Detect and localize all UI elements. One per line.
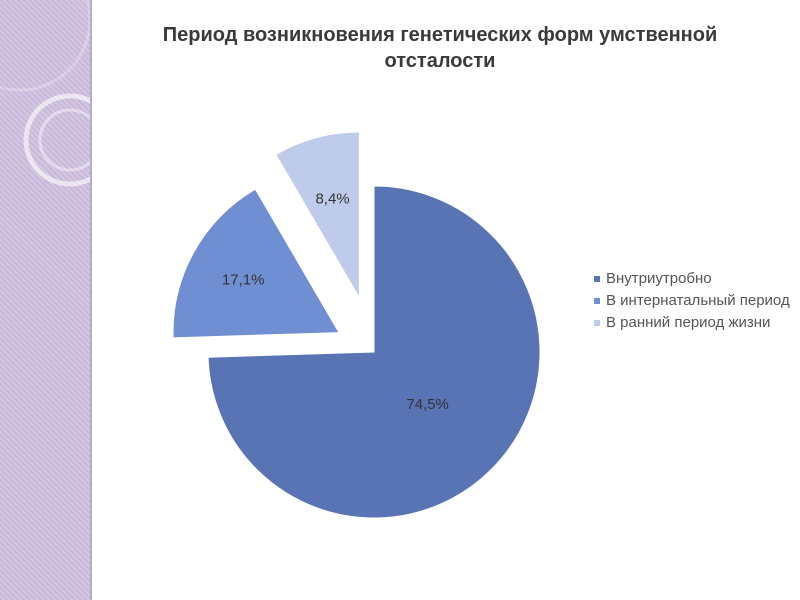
pie-slice-3 <box>275 131 360 300</box>
pie-slice-label-3: 8,4% <box>315 191 349 208</box>
legend-item-2: В интернатальный период <box>594 292 794 310</box>
legend-label-2: В интернатальный период <box>606 292 790 309</box>
sidebar-rings-decoration <box>0 0 90 187</box>
pie-slice-1 <box>207 185 541 519</box>
legend-label-3: В ранний период жизни <box>606 314 771 331</box>
legend-swatch-2 <box>594 298 600 304</box>
legend-swatch-3 <box>594 320 600 326</box>
legend-swatch-1 <box>594 276 600 282</box>
legend-item-3: В ранний период жизни <box>594 314 794 332</box>
sidebar-divider <box>90 0 92 600</box>
chart-legend: Внутриутробно В интернатальный период В ра… <box>594 270 794 336</box>
legend-label-1: Внутриутробно <box>606 270 712 287</box>
decorative-sidebar <box>0 0 90 600</box>
pie-slice-label-1: 74,5% <box>406 396 449 413</box>
legend-item-1: Внутриутробно <box>594 270 794 288</box>
pie-slice-label-2: 17,1% <box>222 272 265 289</box>
pie-slice-2 <box>172 188 340 339</box>
chart-title: Период возникновения генетических форм у… <box>162 24 718 72</box>
